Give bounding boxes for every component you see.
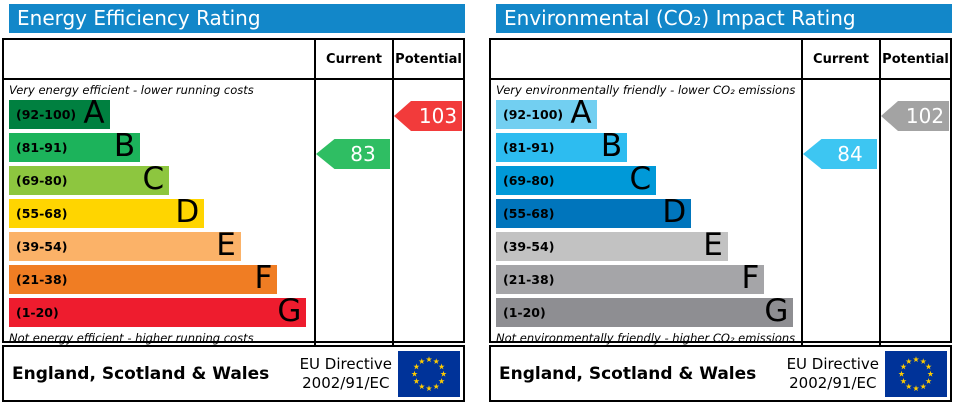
band-letter: E	[703, 227, 723, 263]
environmental-current-value: 84	[837, 142, 863, 166]
band-letter: B	[600, 128, 623, 164]
energy-band-f: (21-38) F	[9, 260, 278, 296]
band-letter: C	[629, 161, 652, 197]
energy-current-arrow: 83	[316, 139, 390, 169]
band-range: (92-100)	[16, 107, 77, 122]
energy-footer: England, Scotland & Wales EU Directive 2…	[2, 345, 465, 402]
environmental-header-spacer	[491, 40, 801, 80]
energy-panel-title: Energy Efficiency Rating	[9, 4, 465, 33]
energy-current-column	[314, 80, 392, 345]
band-range: (21-38)	[16, 272, 68, 287]
energy-band-d: (55-68) D	[9, 194, 205, 230]
band-range: (21-38)	[503, 272, 555, 287]
band-letter: E	[216, 227, 236, 263]
environmental-band-g: (1-20) G	[496, 293, 794, 329]
energy-band-c: (69-80) C	[9, 161, 170, 197]
environmental-band-b: (81-91) B	[496, 128, 628, 164]
band-letter: D	[175, 194, 200, 230]
band-letter: G	[764, 293, 789, 329]
energy-band-g: (1-20) G	[9, 293, 307, 329]
environmental-rating-chart: Current Potential Very environmentally f…	[489, 38, 952, 345]
energy-potential-value: 103	[418, 104, 458, 128]
environmental-impact-panel: Environmental (CO₂) Impact Rating Curren…	[489, 2, 952, 402]
environmental-panel-title: Environmental (CO₂) Impact Rating	[496, 4, 952, 33]
band-range: (1-20)	[503, 305, 546, 320]
environmental-band-c: (69-80) C	[496, 161, 657, 197]
energy-header-spacer	[4, 40, 314, 80]
energy-efficiency-panel: Energy Efficiency Rating Current Potenti…	[2, 2, 465, 402]
energy-band-b: (81-91) B	[9, 128, 141, 164]
energy-band-e: (39-54) E	[9, 227, 241, 263]
energy-potential-arrow: 103	[394, 101, 462, 131]
band-range: (81-91)	[503, 140, 555, 155]
environmental-current-column-header: Current	[801, 40, 879, 80]
region-label: England, Scotland & Wales	[12, 363, 270, 384]
environmental-current-column	[801, 80, 879, 345]
environmental-potential-value: 102	[905, 104, 945, 128]
band-letter: F	[741, 260, 760, 296]
energy-current-value: 83	[350, 142, 376, 166]
band-range: (55-68)	[16, 206, 68, 221]
band-range: (1-20)	[16, 305, 59, 320]
energy-bottom-note: Not energy efficient - higher running co…	[9, 331, 254, 345]
band-range: (39-54)	[503, 239, 555, 254]
region-label: England, Scotland & Wales	[499, 363, 757, 384]
environmental-band-d: (55-68) D	[496, 194, 692, 230]
environmental-potential-column-header: Potential	[879, 40, 950, 80]
energy-potential-column-header: Potential	[392, 40, 463, 80]
environmental-potential-column	[879, 80, 950, 345]
energy-current-column-header: Current	[314, 40, 392, 80]
environmental-band-f: (21-38) F	[496, 260, 765, 296]
environmental-top-note: Very environmentally friendly - lower CO…	[496, 83, 796, 97]
band-range: (55-68)	[503, 206, 555, 221]
eu-flag-icon	[398, 350, 460, 397]
band-letter: C	[142, 161, 165, 197]
eu-directive-label: EU Directive 2002/91/EC	[299, 354, 392, 392]
band-range: (39-54)	[16, 239, 68, 254]
environmental-band-a: (92-100) A	[496, 95, 597, 131]
band-letter: A	[570, 95, 592, 131]
eu-flag-icon	[885, 350, 947, 397]
eu-directive-label: EU Directive 2002/91/EC	[786, 354, 879, 392]
band-letter: G	[277, 293, 302, 329]
energy-band-a: (92-100) A	[9, 95, 110, 131]
band-letter: F	[254, 260, 273, 296]
environmental-footer: England, Scotland & Wales EU Directive 2…	[489, 345, 952, 402]
energy-rating-chart: Current Potential Very energy efficient …	[2, 38, 465, 345]
environmental-bottom-note: Not environmentally friendly - higher CO…	[496, 331, 796, 345]
band-range: (69-80)	[16, 173, 68, 188]
environmental-band-area: Very environmentally friendly - lower CO…	[491, 80, 801, 345]
band-letter: A	[83, 95, 105, 131]
band-letter: B	[113, 128, 136, 164]
band-range: (69-80)	[503, 173, 555, 188]
band-letter: D	[662, 194, 687, 230]
energy-band-area: Very energy efficient - lower running co…	[4, 80, 314, 345]
environmental-band-e: (39-54) E	[496, 227, 728, 263]
band-range: (92-100)	[503, 107, 564, 122]
energy-top-note: Very energy efficient - lower running co…	[9, 83, 254, 97]
energy-potential-column	[392, 80, 463, 345]
band-range: (81-91)	[16, 140, 68, 155]
